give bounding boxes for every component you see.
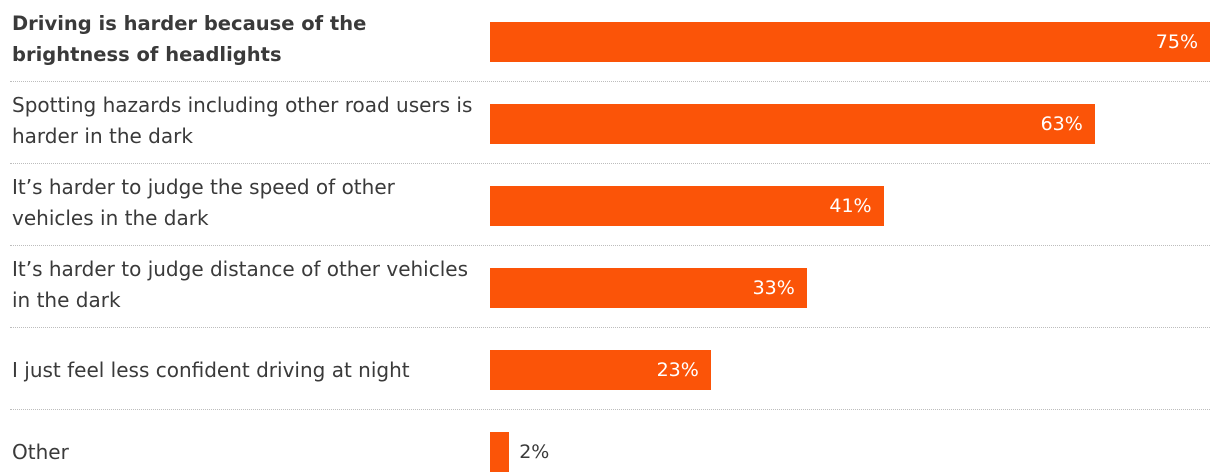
bar	[490, 268, 807, 308]
bar	[490, 22, 1210, 62]
category-label: It’s harder to judge distance of other v…	[12, 257, 469, 312]
category-label: Spotting hazards including other road us…	[12, 93, 473, 148]
row-divider	[10, 245, 1210, 246]
row-divider	[10, 81, 1210, 82]
bar-chart: Driving is harder because of the brightn…	[10, 12, 1210, 472]
category-label: Driving is harder because of the brightn…	[12, 12, 367, 66]
category-label: It’s harder to judge the speed of other …	[12, 175, 395, 230]
bar	[490, 104, 1095, 144]
bar	[490, 432, 510, 472]
row-divider	[10, 409, 1210, 410]
bar	[490, 186, 884, 226]
category-label: Other	[12, 439, 69, 464]
bar-value-label: 41%	[829, 195, 872, 217]
bar	[490, 350, 711, 390]
bar-value-label: 33%	[752, 277, 795, 299]
bar-value-label: 2%	[519, 441, 550, 463]
row-divider	[10, 327, 1210, 328]
row-divider	[10, 163, 1210, 164]
bar-value-label: 23%	[656, 359, 699, 381]
category-label: I just feel less confident driving at ni…	[12, 357, 410, 382]
bar-value-label: 63%	[1040, 113, 1083, 135]
bar-value-label: 75%	[1155, 31, 1198, 53]
